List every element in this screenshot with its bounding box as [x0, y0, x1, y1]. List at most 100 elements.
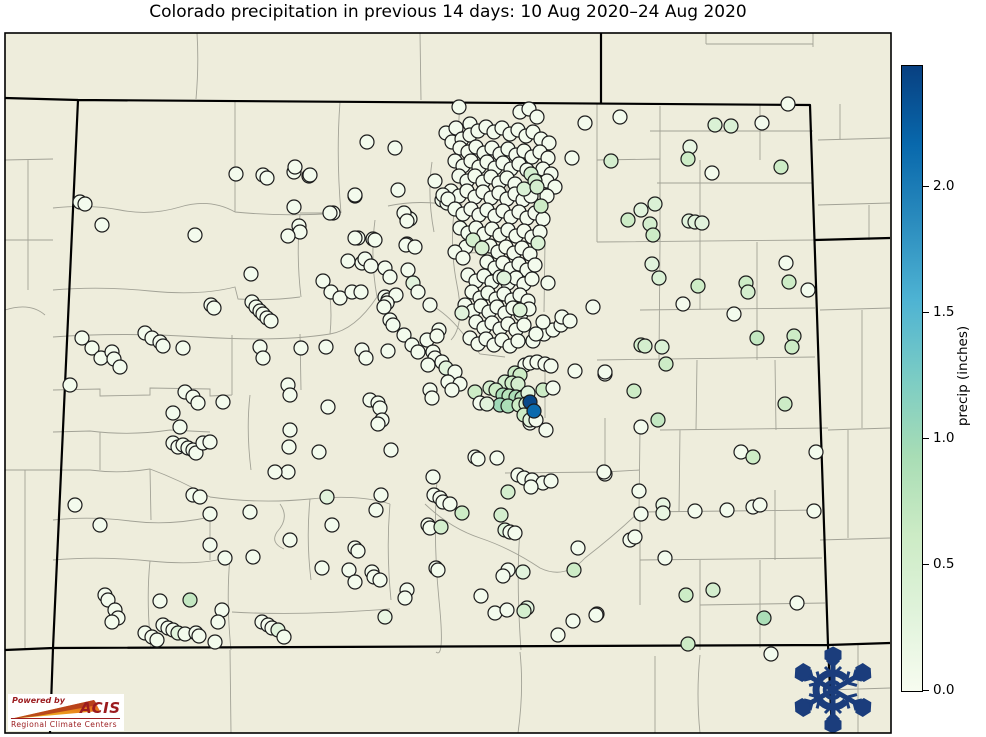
station-marker [332, 290, 348, 306]
station-marker [633, 202, 649, 218]
colorbar-tick [923, 563, 929, 565]
station-marker [372, 572, 388, 588]
station-marker [396, 327, 412, 343]
station-marker [397, 590, 413, 606]
station-marker [192, 489, 208, 505]
station-marker [777, 396, 793, 412]
station-marker [644, 256, 660, 272]
station-marker [479, 396, 495, 412]
station-marker [545, 380, 561, 396]
station-marker [645, 227, 661, 243]
station-marker [633, 506, 649, 522]
station-marker [286, 199, 302, 215]
station-marker [320, 399, 336, 415]
station-marker [112, 359, 128, 375]
station-marker [267, 464, 283, 480]
station-marker [367, 232, 383, 248]
station-marker [654, 339, 670, 355]
station-marker [687, 503, 703, 519]
station-marker [444, 382, 460, 398]
station-marker [780, 96, 796, 112]
station-marker [280, 228, 296, 244]
station-marker [577, 115, 593, 131]
station-marker [512, 302, 528, 318]
station-marker [207, 634, 223, 650]
station-marker [633, 419, 649, 435]
station-marker [429, 328, 445, 344]
station-marker [311, 444, 327, 460]
station-marker [347, 187, 363, 203]
acis-logo: Powered by ACIS Regional Climate Centers [8, 694, 124, 731]
station-marker [243, 266, 259, 282]
station-marker [425, 469, 441, 485]
colorbar [901, 65, 923, 692]
station-marker [749, 330, 765, 346]
county-lines-neighbors [4, 32, 891, 734]
station-marker [347, 230, 363, 246]
station-marker [302, 167, 318, 183]
station-marker [745, 449, 761, 465]
station-marker [424, 390, 440, 406]
station-marker [806, 503, 822, 519]
station-marker [567, 363, 583, 379]
station-marker [675, 296, 691, 312]
station-marker [245, 549, 261, 565]
station-marker [781, 274, 797, 290]
station-marker [263, 313, 279, 329]
chart-title: Colorado precipitation in previous 14 da… [149, 2, 747, 22]
colorbar-tick [923, 690, 929, 691]
station-marker [543, 473, 559, 489]
station-marker [752, 497, 768, 513]
station-marker [499, 602, 515, 618]
station-marker [206, 300, 222, 316]
station-marker [373, 487, 389, 503]
station-marker [510, 333, 526, 349]
station-marker [705, 582, 721, 598]
station-marker [541, 135, 557, 151]
station-marker [719, 502, 735, 518]
station-marker [353, 284, 369, 300]
station-marker [84, 340, 100, 356]
station-marker [680, 636, 696, 652]
station-marker [433, 519, 449, 535]
station-marker [538, 422, 554, 438]
station-marker [657, 550, 673, 566]
station-marker [280, 464, 296, 480]
colorbar-tick [923, 185, 929, 187]
station-marker [515, 564, 531, 580]
station-marker [104, 614, 120, 630]
station-marker [77, 196, 93, 212]
station-marker [363, 258, 379, 274]
station-marker [473, 588, 489, 604]
station-marker [550, 627, 566, 643]
station-marker [507, 525, 523, 541]
station-marker [202, 537, 218, 553]
station-marker [528, 326, 544, 342]
station-marker [651, 270, 667, 286]
station-marker [694, 215, 710, 231]
station-marker [564, 150, 580, 166]
station-marker [341, 562, 357, 578]
station-marker [658, 356, 674, 372]
station-marker [191, 628, 207, 644]
station-marker [380, 343, 396, 359]
station-marker [420, 357, 436, 373]
station-marker [152, 593, 168, 609]
station-marker [588, 607, 604, 623]
station-marker [430, 562, 446, 578]
station-marker [172, 419, 188, 435]
station-marker [566, 562, 582, 578]
station-marker [210, 614, 226, 630]
colorbar-tick-label: 2.0 [933, 177, 955, 194]
station-marker [690, 278, 706, 294]
station-marker [524, 271, 540, 287]
colorbar-tick-label: 1.0 [933, 429, 955, 446]
station-marker [287, 159, 303, 175]
station-marker [585, 299, 601, 315]
station-marker [496, 270, 512, 286]
station-marker [526, 403, 542, 419]
station-marker [228, 166, 244, 182]
station-marker [182, 592, 198, 608]
